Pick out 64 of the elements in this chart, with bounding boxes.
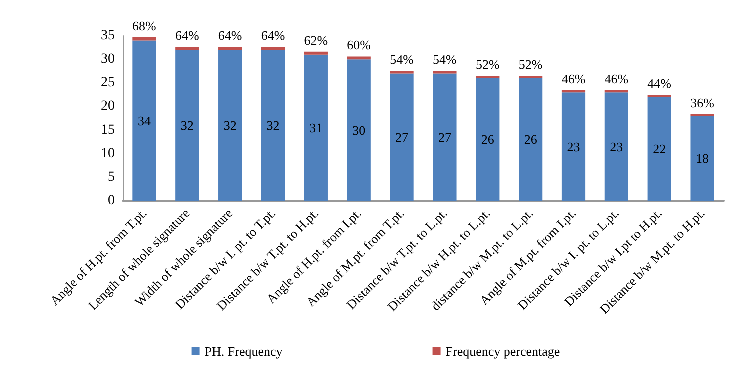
bar (562, 90, 586, 93)
data-label: 32 (266, 118, 280, 134)
y-tick-label: 0 (108, 194, 115, 208)
data-label: 52% (518, 56, 543, 72)
bar (218, 50, 242, 201)
bar (476, 76, 500, 78)
bar (648, 97, 672, 201)
bar (390, 71, 414, 74)
y-tick-label: 5 (108, 170, 115, 185)
data-label: 22 (653, 142, 666, 157)
y-tick-label: 30 (101, 52, 115, 68)
data-label: 32 (180, 118, 194, 134)
y-tick-label: 20 (101, 99, 115, 114)
legend-label: PH. Frequency (204, 344, 284, 359)
bar (476, 78, 500, 201)
data-label: 54% (433, 52, 458, 68)
data-label: 26 (481, 132, 495, 148)
data-label: 34 (138, 113, 152, 128)
bar (433, 74, 457, 201)
data-label: 36% (690, 95, 715, 110)
bar (132, 38, 156, 41)
data-label: 64% (175, 28, 200, 44)
data-label: 46% (604, 71, 629, 86)
data-label: 23 (567, 139, 580, 154)
bar (304, 54, 328, 201)
bar (347, 60, 371, 201)
bar (690, 116, 714, 201)
bar (176, 50, 200, 201)
data-label: 64% (261, 28, 286, 44)
data-label: 52% (476, 56, 500, 72)
legend-label: Frequency percentage (446, 344, 560, 359)
data-label: 23 (610, 139, 624, 154)
bar (132, 40, 156, 201)
bar (390, 74, 414, 201)
bar (304, 52, 328, 55)
data-label: 46% (562, 71, 586, 86)
bar (519, 76, 543, 78)
data-label: 64% (218, 28, 242, 44)
data-label: 26 (524, 132, 538, 148)
data-label: 54% (390, 52, 414, 68)
data-label: 30 (352, 122, 366, 138)
data-label: 31 (310, 120, 323, 136)
bar (604, 92, 628, 201)
data-label: 68% (132, 18, 157, 34)
data-label: 62% (304, 32, 328, 48)
bar (519, 78, 543, 201)
y-tick-label: 35 (101, 28, 115, 44)
bar (562, 92, 586, 201)
bar (218, 47, 242, 50)
y-tick-label: 15 (101, 122, 115, 138)
bar (261, 50, 286, 201)
data-label: 44% (648, 76, 672, 92)
bar (347, 56, 371, 60)
data-label: 60% (347, 38, 372, 53)
y-tick-label: 25 (101, 76, 115, 91)
data-label: 32 (224, 118, 237, 134)
data-label: 27 (396, 130, 410, 145)
data-label: 27 (438, 130, 452, 145)
data-label: 18 (696, 151, 710, 166)
bar (176, 47, 200, 50)
bar (433, 71, 457, 74)
y-tick-label: 10 (101, 146, 115, 162)
bar (261, 47, 286, 50)
bar (604, 90, 628, 93)
